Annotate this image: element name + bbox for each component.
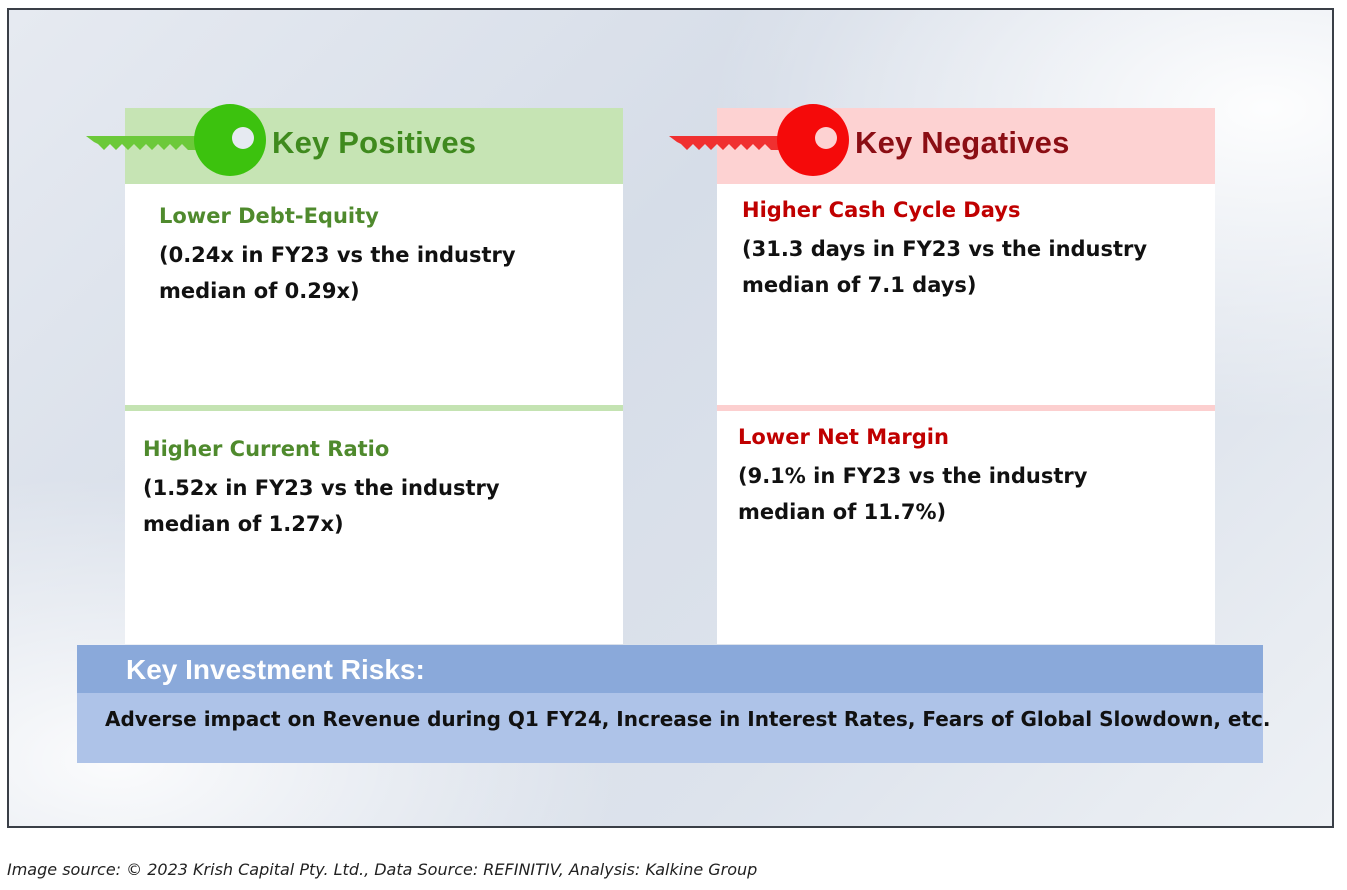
risks-title: Key Investment Risks: xyxy=(126,654,425,685)
positive-item-description: (0.24x in FY23 vs the industry median of… xyxy=(159,243,516,303)
risks-text: Adverse impact on Revenue during Q1 FY24… xyxy=(105,707,1271,731)
negative-item-cash-cycle: Higher Cash Cycle Days (31.3 days in FY2… xyxy=(742,198,1162,303)
negative-item-description: (31.3 days in FY23 vs the industry media… xyxy=(742,237,1148,297)
negative-item-net-margin: Lower Net Margin (9.1% in FY23 vs the in… xyxy=(738,425,1178,530)
positives-card xyxy=(125,108,623,644)
negative-item-title: Lower Net Margin xyxy=(738,425,949,449)
risks-body: Adverse impact on Revenue during Q1 FY24… xyxy=(77,693,1270,763)
green-key-icon xyxy=(86,104,266,176)
positive-item-title: Higher Current Ratio xyxy=(143,437,390,461)
positive-item-debt-equity: Lower Debt-Equity (0.24x in FY23 vs the … xyxy=(159,204,599,309)
positive-item-title: Lower Debt-Equity xyxy=(159,204,379,228)
red-key-icon xyxy=(669,104,849,176)
image-source-footer: Image source: © 2023 Krish Capital Pty. … xyxy=(7,860,758,879)
negative-item-description: (9.1% in FY23 vs the industry median of … xyxy=(738,464,1088,524)
positives-divider xyxy=(125,405,623,411)
negatives-title: Key Negatives xyxy=(855,125,1070,160)
risks-header: Key Investment Risks: xyxy=(77,645,1263,693)
positive-item-current-ratio: Higher Current Ratio (1.52x in FY23 vs t… xyxy=(143,437,583,542)
negative-item-title: Higher Cash Cycle Days xyxy=(742,198,1021,222)
negatives-card xyxy=(717,108,1215,644)
positive-item-description: (1.52x in FY23 vs the industry median of… xyxy=(143,476,500,536)
negatives-divider xyxy=(717,405,1215,411)
positives-title: Key Positives xyxy=(272,125,477,160)
